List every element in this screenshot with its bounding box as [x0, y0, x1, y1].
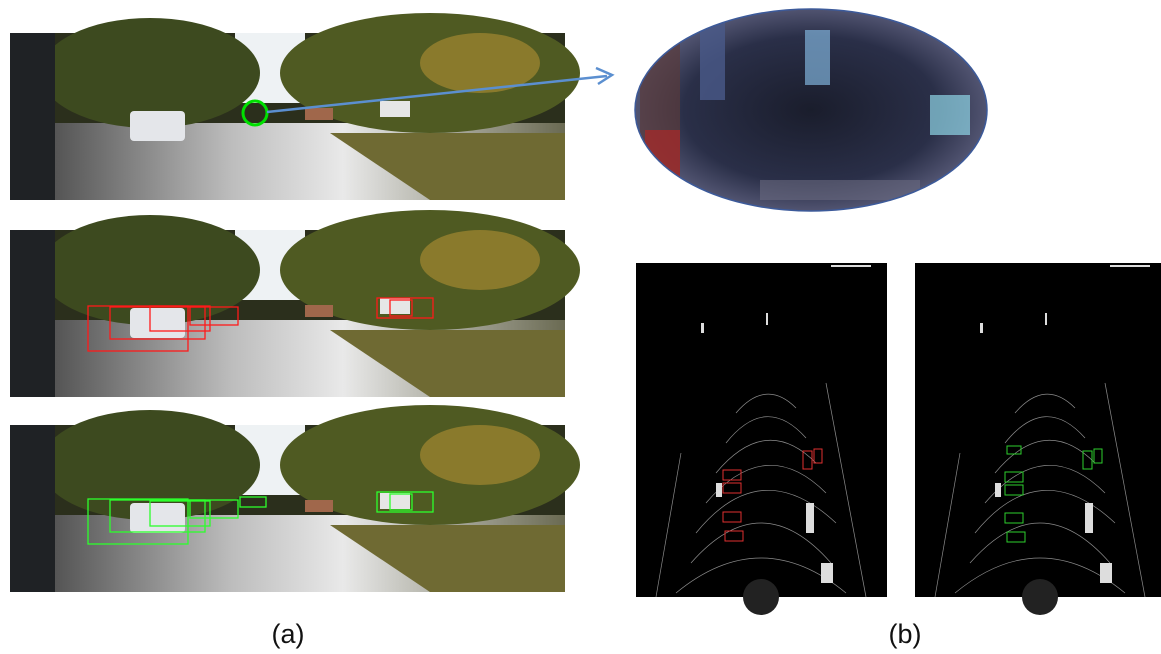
- image-panels-a: [10, 13, 580, 592]
- panel-label: (b): [889, 619, 922, 649]
- zoomed-patch: [634, 8, 988, 212]
- panel-label: (a): [272, 619, 305, 649]
- bev-panels: [636, 263, 1161, 615]
- figure: (a) (b): [0, 0, 1161, 654]
